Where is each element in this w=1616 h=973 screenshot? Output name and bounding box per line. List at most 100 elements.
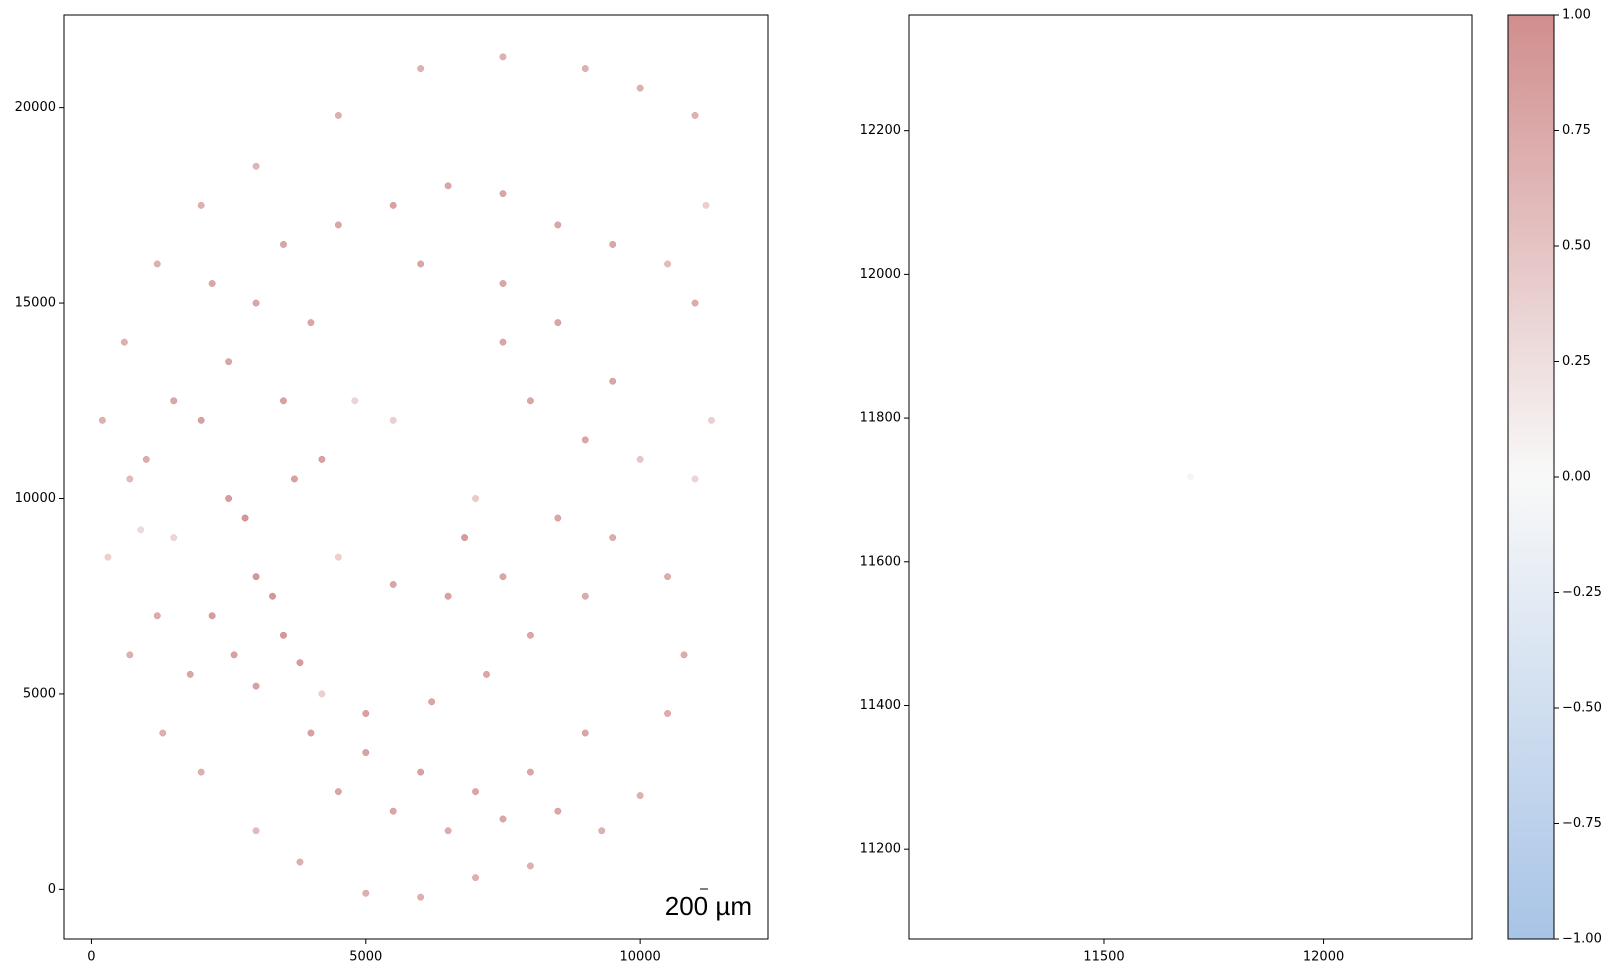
point (664, 260, 672, 268)
axes-frame (63, 14, 769, 940)
y-tick-label: 11400 (860, 698, 901, 713)
point (636, 455, 644, 463)
colorbar-tick-label: 1.00 (1562, 8, 1591, 23)
point (318, 455, 326, 463)
colorbar-tick-label: −0.25 (1562, 585, 1602, 600)
point (472, 874, 479, 882)
point (581, 729, 589, 737)
point (499, 815, 507, 823)
colorbar (1508, 15, 1554, 939)
point (664, 710, 672, 717)
point (472, 788, 479, 796)
point (691, 112, 699, 119)
point (472, 495, 479, 502)
x-tick-label: 5000 (349, 950, 382, 965)
x-tick-label: 0 (87, 950, 95, 965)
point (318, 690, 326, 698)
scale-bar-label: 200 µm (665, 891, 752, 921)
y-tick-label: 11600 (860, 554, 901, 569)
point (252, 162, 260, 170)
point (499, 338, 507, 346)
x-tick-label: 11500 (1083, 950, 1124, 965)
point (499, 53, 507, 61)
point (296, 858, 304, 866)
point (664, 573, 672, 581)
point (126, 475, 134, 483)
point (526, 862, 534, 870)
point (170, 397, 178, 405)
point (417, 893, 425, 901)
point (252, 827, 260, 835)
point (170, 534, 178, 542)
point (291, 475, 298, 483)
point (554, 807, 562, 815)
colorbar-tick-label: 0.50 (1562, 239, 1591, 254)
point (362, 889, 370, 897)
x-tick-label: 12000 (1303, 950, 1344, 965)
point (334, 112, 342, 119)
point (636, 84, 644, 92)
y-tick-label: 11800 (860, 411, 901, 426)
point (153, 612, 161, 620)
point (526, 397, 534, 405)
colorbar-tick-label: 0.00 (1562, 470, 1591, 485)
colorbar-tick-label: 0.75 (1562, 123, 1591, 138)
point (389, 201, 397, 209)
point (307, 319, 315, 327)
point (499, 280, 507, 287)
point (120, 338, 128, 346)
point (98, 416, 106, 424)
point (554, 514, 562, 522)
point (334, 221, 342, 229)
point (554, 319, 562, 327)
point (351, 397, 359, 405)
point (252, 682, 260, 690)
point (389, 416, 397, 424)
point (389, 581, 397, 588)
y-tick-label: 12200 (860, 123, 901, 138)
point (680, 651, 688, 659)
point (526, 768, 534, 776)
y-tick-label: 5000 (23, 686, 56, 701)
point (598, 827, 606, 835)
point (225, 358, 233, 366)
point (417, 260, 425, 268)
point (104, 553, 112, 561)
colorbar-tick-label: −0.75 (1562, 816, 1602, 831)
point (691, 475, 699, 483)
point (428, 698, 436, 706)
y-tick-label: 20000 (15, 100, 56, 115)
point (444, 827, 452, 835)
point (609, 534, 617, 542)
y-tick-label: 15000 (15, 296, 56, 311)
point (461, 534, 469, 542)
point (159, 729, 167, 737)
colorbar-tick-label: −0.50 (1562, 701, 1602, 716)
point (208, 612, 216, 620)
point (609, 377, 617, 385)
point (197, 201, 205, 209)
colorbar-tick-label: −1.00 (1562, 932, 1602, 947)
point (296, 659, 304, 667)
axes-frame (908, 14, 1473, 940)
point (708, 416, 715, 424)
point (581, 436, 589, 444)
point (269, 592, 276, 600)
colorbar-tick-label: 0.25 (1562, 354, 1591, 369)
point (137, 526, 145, 534)
point (230, 651, 238, 659)
point (362, 749, 370, 757)
point (581, 592, 589, 600)
point (280, 397, 287, 405)
point (280, 631, 287, 639)
point (186, 670, 194, 678)
point (252, 299, 260, 307)
point (208, 280, 216, 287)
point (444, 592, 452, 600)
point (241, 514, 249, 522)
point (362, 710, 370, 717)
point (691, 299, 699, 307)
point (554, 221, 562, 229)
point (499, 190, 507, 198)
